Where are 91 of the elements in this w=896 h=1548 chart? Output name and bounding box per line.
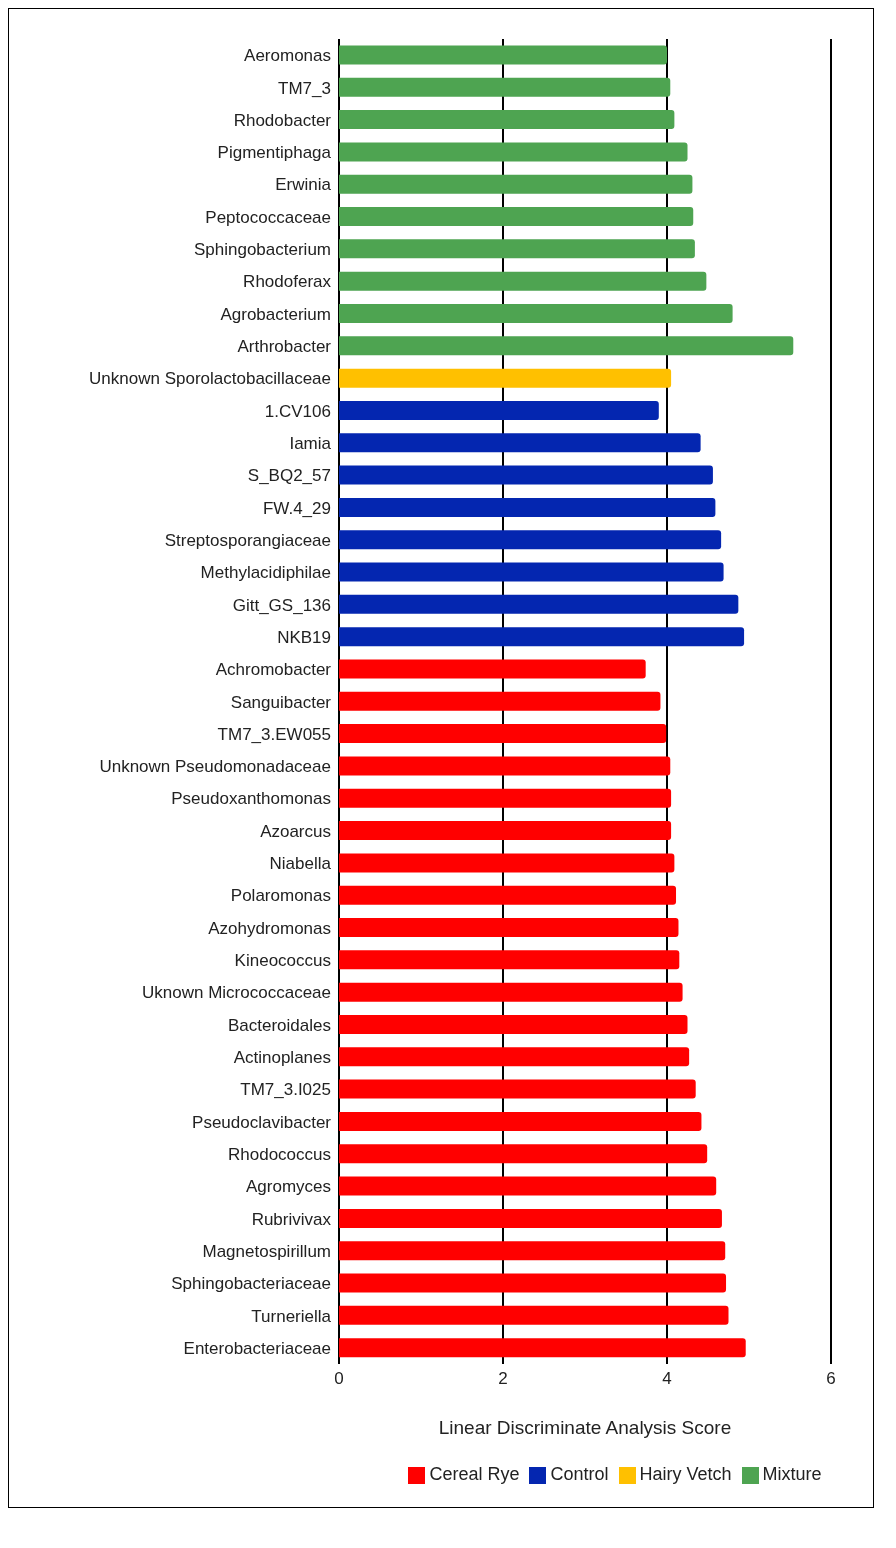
y-tick-label: 1.CV106 — [264, 401, 331, 421]
bar — [339, 1047, 690, 1067]
bar — [339, 1241, 726, 1261]
bar — [339, 918, 679, 938]
y-tick-label: Unknown Sporolactobacillaceae — [89, 369, 331, 389]
bar — [339, 400, 659, 420]
y-tick-label: Kineococcus — [234, 951, 331, 971]
bar — [339, 562, 724, 582]
y-tick-label: Rhodobacter — [233, 110, 332, 130]
y-tick-label: Pigmentiphaga — [217, 143, 332, 163]
bar — [339, 821, 672, 841]
bar — [339, 1014, 688, 1034]
y-tick-label: Agromyces — [245, 1177, 331, 1197]
y-tick-label: Polaromonas — [230, 886, 331, 906]
y-tick-label: Actinoplanes — [233, 1048, 331, 1068]
x-tick-label: 6 — [826, 1369, 836, 1389]
y-tick-label: Erwinia — [275, 175, 332, 195]
y-tick-label: Methylacidiphilae — [200, 563, 331, 583]
bar — [339, 756, 671, 776]
legend-label: Cereal Rye — [429, 1464, 520, 1484]
bar — [339, 1273, 727, 1293]
y-tick-label: Pseudoxanthomonas — [171, 789, 331, 809]
y-tick-label: Arthrobacter — [237, 337, 332, 357]
y-tick-label: Rhodococcus — [227, 1144, 331, 1164]
bar — [339, 724, 667, 744]
y-tick-label: TM7_3 — [278, 78, 331, 98]
y-tick-label: Bacteroidales — [227, 1015, 331, 1035]
bar — [339, 110, 675, 130]
legend-label: Mixture — [762, 1464, 822, 1484]
y-tick-label: NKB19 — [277, 627, 331, 647]
x-tick-label: 4 — [662, 1369, 672, 1389]
bar — [339, 142, 688, 162]
x-axis-title: Linear Discriminate Analysis Score — [438, 1417, 732, 1438]
bar — [339, 788, 672, 808]
bar — [339, 304, 733, 323]
bar — [339, 885, 677, 905]
y-tick-label: Achromobacter — [215, 660, 332, 680]
bar — [339, 336, 794, 356]
bar — [339, 950, 680, 970]
bar — [339, 1111, 702, 1131]
y-tick-label: Uknown Micrococcaceae — [142, 983, 331, 1003]
bar — [339, 174, 693, 194]
bar — [339, 1305, 729, 1325]
y-tick-label: Sphingobacterium — [193, 240, 331, 260]
bar — [339, 691, 661, 711]
y-tick-label: Niabella — [269, 854, 332, 874]
y-tick-label: Streptosporangiaceae — [164, 530, 331, 550]
bar — [339, 853, 675, 873]
y-tick-label: Azoarcus — [260, 821, 331, 841]
y-tick-label: Gitt_GS_136 — [232, 595, 331, 615]
y-tick-label: Unknown Pseudomonadaceae — [99, 757, 331, 777]
bar — [339, 465, 713, 485]
bar — [339, 433, 701, 453]
y-tick-label: Magnetospirillum — [202, 1241, 331, 1261]
x-tick-label: 0 — [334, 1369, 344, 1389]
bar — [339, 239, 695, 259]
y-tick-label: Sphingobacteriaceae — [171, 1274, 331, 1294]
x-tick-label: 2 — [498, 1369, 508, 1389]
bar — [339, 659, 646, 679]
y-tick-label: Agrobacterium — [220, 304, 331, 324]
y-tick-label: Turneriella — [251, 1306, 332, 1326]
y-tick-label: Rhodoferax — [243, 272, 332, 292]
bar — [339, 530, 722, 550]
y-tick-label: Pseudoclavibacter — [192, 1112, 332, 1132]
bar — [339, 207, 694, 227]
bar — [339, 594, 739, 614]
y-tick-label: Aeromonas — [244, 46, 331, 66]
bar — [339, 77, 671, 97]
y-tick-label: Sanguibacter — [230, 692, 332, 712]
y-tick-label: TM7_3.EW055 — [217, 724, 331, 744]
y-tick-label: Iamia — [289, 434, 332, 453]
bar — [339, 1176, 717, 1196]
y-tick-label: FW.4_29 — [262, 498, 331, 518]
y-tick-label: S_BQ2_57 — [247, 466, 331, 486]
bar — [339, 982, 683, 1002]
y-tick-label: Enterobacteriaceae — [183, 1338, 331, 1358]
bar — [339, 497, 716, 517]
bar — [339, 1144, 708, 1164]
bar — [339, 627, 745, 647]
bar — [339, 368, 672, 388]
y-tick-label: Rubrivivax — [251, 1209, 332, 1229]
bar — [339, 45, 667, 65]
bar — [339, 271, 707, 291]
bar — [339, 1208, 722, 1228]
bar — [339, 1338, 746, 1358]
y-tick-label: Peptococcaceae — [205, 207, 331, 227]
legend-label: Hairy Vetch — [639, 1464, 732, 1484]
y-tick-label: TM7_3.I025 — [240, 1080, 331, 1100]
y-tick-label: Azohydromonas — [208, 918, 331, 938]
bar — [339, 1079, 696, 1099]
legend-label: Control — [550, 1464, 609, 1484]
